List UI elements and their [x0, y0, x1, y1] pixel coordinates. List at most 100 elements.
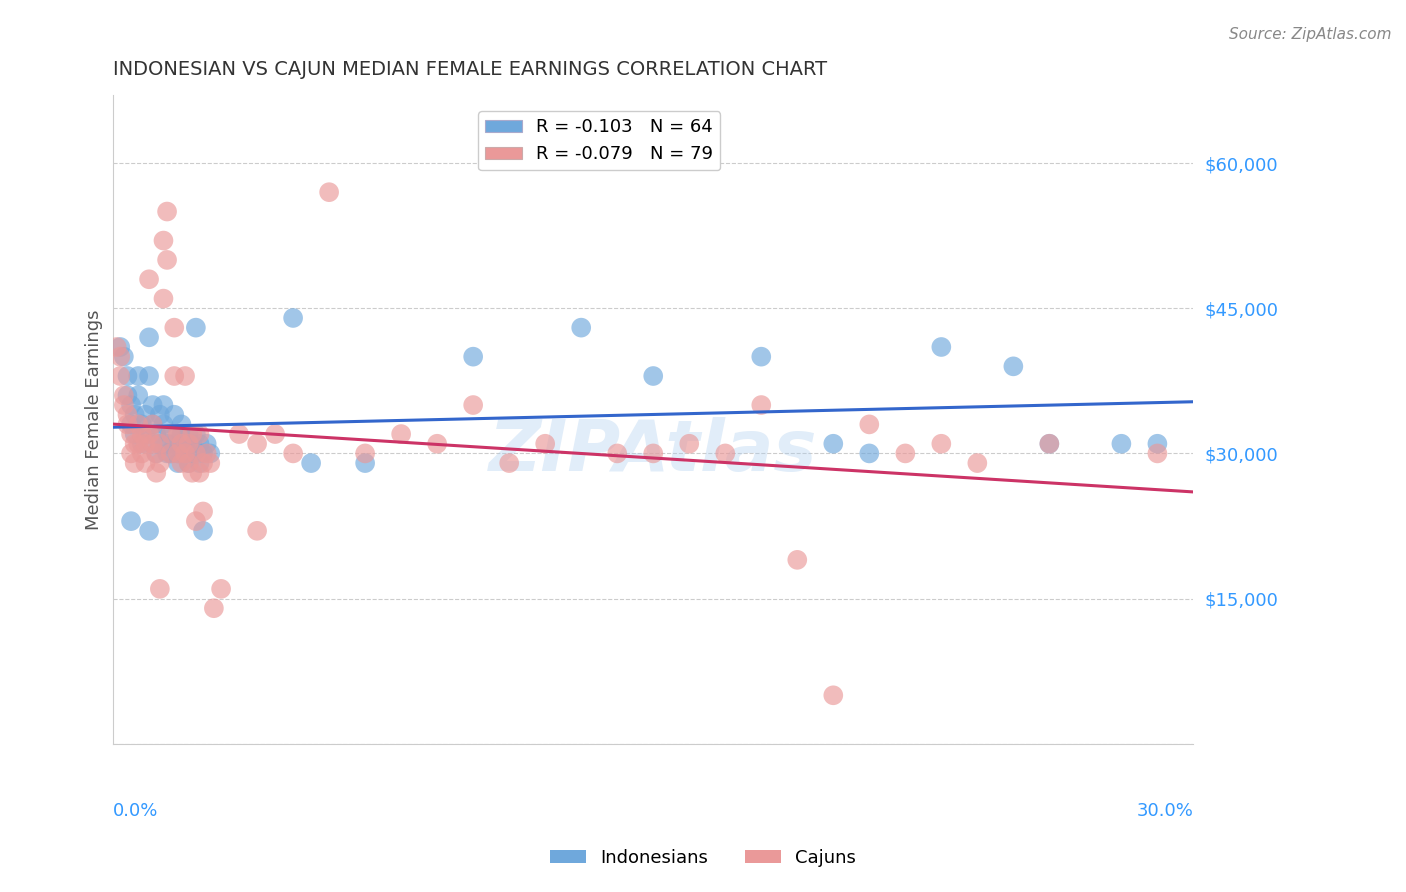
Point	[498, 456, 520, 470]
Point	[264, 427, 287, 442]
Point	[184, 427, 207, 442]
Point	[112, 398, 135, 412]
Point	[823, 688, 845, 702]
Point	[138, 330, 160, 344]
Point	[246, 436, 269, 450]
Point	[188, 436, 211, 450]
Point	[159, 427, 181, 442]
Legend: Indonesians, Cajuns: Indonesians, Cajuns	[543, 842, 863, 874]
Point	[152, 292, 174, 306]
Point	[184, 514, 207, 528]
Point	[131, 427, 153, 442]
Text: Source: ZipAtlas.com: Source: ZipAtlas.com	[1229, 27, 1392, 42]
Point	[195, 446, 218, 460]
Point	[167, 427, 190, 442]
Point	[163, 320, 186, 334]
Point	[120, 398, 142, 412]
Point	[120, 427, 142, 442]
Point	[105, 340, 128, 354]
Point	[142, 398, 165, 412]
Point	[138, 369, 160, 384]
Point	[389, 427, 412, 442]
Point	[1146, 446, 1168, 460]
Point	[120, 446, 142, 460]
Point	[202, 601, 225, 615]
Point	[170, 417, 193, 432]
Point	[569, 320, 592, 334]
Point	[426, 436, 449, 450]
Point	[184, 320, 207, 334]
Point	[124, 436, 146, 450]
Point	[138, 524, 160, 538]
Point	[124, 408, 146, 422]
Point	[138, 272, 160, 286]
Point	[120, 514, 142, 528]
Point	[177, 427, 200, 442]
Point	[131, 436, 153, 450]
Point	[184, 446, 207, 460]
Point	[145, 466, 167, 480]
Point	[124, 427, 146, 442]
Point	[159, 446, 181, 460]
Point	[191, 446, 214, 460]
Point	[127, 369, 149, 384]
Point	[131, 417, 153, 432]
Point	[228, 427, 250, 442]
Point	[149, 436, 172, 450]
Point	[191, 456, 214, 470]
Point	[156, 204, 179, 219]
Point	[149, 582, 172, 596]
Point	[117, 417, 139, 432]
Point	[858, 446, 880, 460]
Point	[152, 398, 174, 412]
Text: 0.0%: 0.0%	[112, 802, 159, 820]
Point	[894, 446, 917, 460]
Point	[170, 456, 193, 470]
Point	[966, 456, 988, 470]
Point	[643, 446, 665, 460]
Point	[181, 446, 204, 460]
Point	[299, 456, 322, 470]
Point	[145, 427, 167, 442]
Point	[858, 417, 880, 432]
Point	[1038, 436, 1060, 450]
Point	[786, 553, 808, 567]
Point	[149, 456, 172, 470]
Point	[191, 524, 214, 538]
Point	[678, 436, 700, 450]
Point	[142, 417, 165, 432]
Point	[174, 446, 197, 460]
Point	[318, 185, 340, 199]
Point	[142, 417, 165, 432]
Point	[188, 456, 211, 470]
Point	[1111, 436, 1133, 450]
Point	[354, 456, 377, 470]
Point	[117, 408, 139, 422]
Point	[134, 436, 156, 450]
Point	[134, 456, 156, 470]
Point	[463, 398, 485, 412]
Point	[200, 446, 222, 460]
Point	[159, 427, 181, 442]
Point	[534, 436, 557, 450]
Point	[127, 436, 149, 450]
Point	[246, 524, 269, 538]
Point	[170, 427, 193, 442]
Point	[163, 408, 186, 422]
Point	[159, 446, 181, 460]
Point	[112, 350, 135, 364]
Point	[749, 398, 772, 412]
Point	[110, 369, 132, 384]
Point	[188, 427, 211, 442]
Point	[149, 408, 172, 422]
Point	[188, 466, 211, 480]
Point	[181, 466, 204, 480]
Point	[145, 446, 167, 460]
Point	[191, 504, 214, 518]
Point	[152, 417, 174, 432]
Point	[138, 427, 160, 442]
Point	[209, 582, 232, 596]
Point	[281, 310, 304, 325]
Point	[177, 436, 200, 450]
Point	[177, 456, 200, 470]
